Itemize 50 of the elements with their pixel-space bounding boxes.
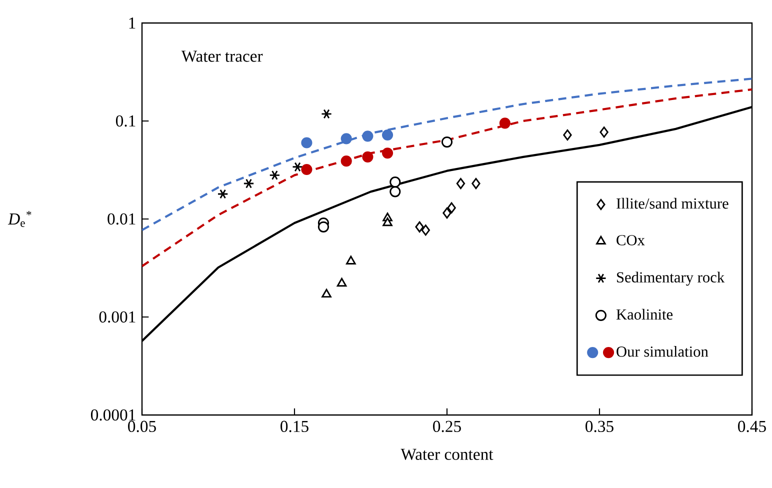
point [382,217,392,226]
y-tick-label: 0.001 [99,311,136,323]
point [456,178,466,190]
x-tick-label: 0.05 [128,420,156,432]
point [362,151,374,162]
x-tick-label: 0.15 [280,420,308,432]
x-tick-label: 0.25 [433,420,461,432]
point [382,129,394,141]
y-tick-label: 0.0001 [90,409,136,421]
legend-label: Kaolinite [616,308,673,320]
point [442,208,452,219]
point [390,186,401,198]
point [441,136,453,148]
point [320,109,332,119]
y-tick-label: 0.01 [108,213,136,225]
legend-label: Our simulation [616,346,708,357]
point [318,221,330,232]
legend-label: Illite/sand mixture [616,198,728,209]
point [415,221,424,232]
point [269,170,280,180]
x-tick-label: 0.35 [586,420,614,432]
line-series [142,88,752,268]
line-series [142,78,752,232]
annotation: Water tracer [181,50,263,62]
point [217,189,228,199]
y-axis-title: D$_{e}$* [8,211,32,227]
point [322,288,332,298]
point [301,164,312,176]
point [421,224,430,236]
legend-label: Sedimentary rock [617,272,725,286]
y-tick-label: 0.1 [116,115,136,127]
x-axis-title: Water content [400,448,494,460]
point [447,202,456,214]
point [563,129,572,141]
point [472,178,480,190]
point [301,137,312,148]
point [382,148,394,159]
legend-label: COx [616,235,645,246]
point [292,162,304,172]
point [390,176,401,188]
point [600,126,608,138]
x-tick-label: 0.45 [738,420,766,432]
point [340,156,352,167]
point [346,256,356,264]
point [243,178,254,188]
point [336,278,347,287]
point [340,133,352,144]
y-tick-label: 1 [129,18,136,28]
point [362,130,374,142]
point [499,118,510,129]
